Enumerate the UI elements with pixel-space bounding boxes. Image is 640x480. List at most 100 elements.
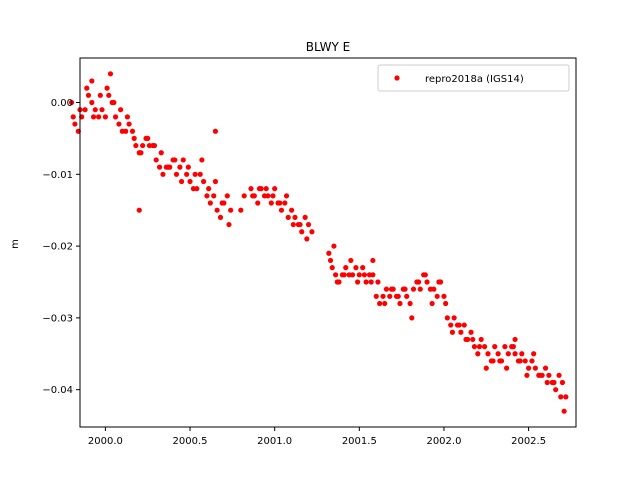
data-point [200,178,207,185]
data-point [224,193,230,199]
data-point [370,257,376,264]
data-point [140,142,146,149]
data-point [434,293,440,299]
legend-box [377,64,570,92]
data-point [441,293,447,299]
data-point [106,92,112,98]
data-point [424,279,430,285]
data-point [461,322,467,328]
data-point [256,186,263,192]
data-point [553,387,559,393]
data-point [228,207,234,213]
y-axis-label: m [10,239,21,249]
data-point [207,200,213,206]
data-point [96,114,102,120]
data-point [463,336,469,343]
data-point [112,114,119,120]
data-point [478,336,484,343]
data-point [241,193,247,199]
data-point [331,243,337,249]
data-point [136,207,142,213]
data-point [85,92,92,98]
data-point [329,265,335,271]
data-points [68,71,569,414]
data-point [559,379,566,386]
data-point [292,214,298,220]
data-point [305,221,312,228]
data-point [185,164,191,170]
data-point [375,279,381,285]
data-point [111,99,117,106]
data-point [248,186,254,192]
data-point [407,300,413,307]
data-point [524,372,530,378]
data-point [172,157,178,163]
data-point [404,293,410,299]
data-point [212,178,219,185]
data-point [126,121,132,127]
data-point [537,372,544,378]
data-point [327,257,334,264]
data-point [517,358,523,364]
data-point [343,265,349,271]
data-point [285,214,291,220]
data-point [219,200,225,206]
data-point [361,272,367,278]
data-point [468,329,474,335]
data-point [278,207,285,213]
data-point [368,279,374,285]
data-point [475,351,481,357]
data-point [282,200,288,206]
x-axis: 2000.0 2000.5 2001.0 2001.5 2002.0 2002.5 [88,427,546,447]
data-point [355,279,361,285]
data-point [561,408,567,414]
chart-title: BLWY E [306,40,350,54]
data-point [272,186,278,192]
data-point [526,365,532,371]
data-point [214,207,220,213]
data-point [297,221,303,228]
data-point [187,178,193,185]
data-point [503,365,510,371]
data-point [485,351,491,357]
data-point [290,221,296,228]
data-point [211,193,217,199]
data-point [104,85,110,91]
data-point [129,128,136,134]
data-point [299,229,305,235]
y-tick-label: −0.02 [42,242,73,253]
data-point [551,379,557,386]
data-point [422,272,428,278]
data-point [99,107,105,113]
data-point [334,279,340,285]
data-point [89,78,95,84]
data-point [199,157,205,163]
data-point [123,128,129,134]
data-point [492,344,498,350]
data-point [563,394,569,400]
data-point [268,200,274,206]
data-point [341,272,347,278]
data-point [402,286,408,292]
legend-label: repro2018a (IGS14) [425,74,524,85]
data-point [197,171,203,177]
x-tick-label: 2000.0 [88,436,123,447]
data-point [116,121,122,127]
data-point [302,214,308,220]
data-point [92,107,98,113]
data-point [204,193,210,199]
data-point [410,286,417,292]
data-point [505,351,511,357]
data-point [544,379,550,386]
legend-marker [394,75,400,81]
x-tick-label: 2002.0 [426,436,461,447]
x-tick-label: 2001.5 [342,436,377,447]
data-point [373,293,379,299]
data-point [178,178,185,185]
data-point [532,365,538,371]
data-point [370,272,376,278]
data-point [160,171,166,177]
data-point [512,336,518,343]
data-point [417,286,423,292]
